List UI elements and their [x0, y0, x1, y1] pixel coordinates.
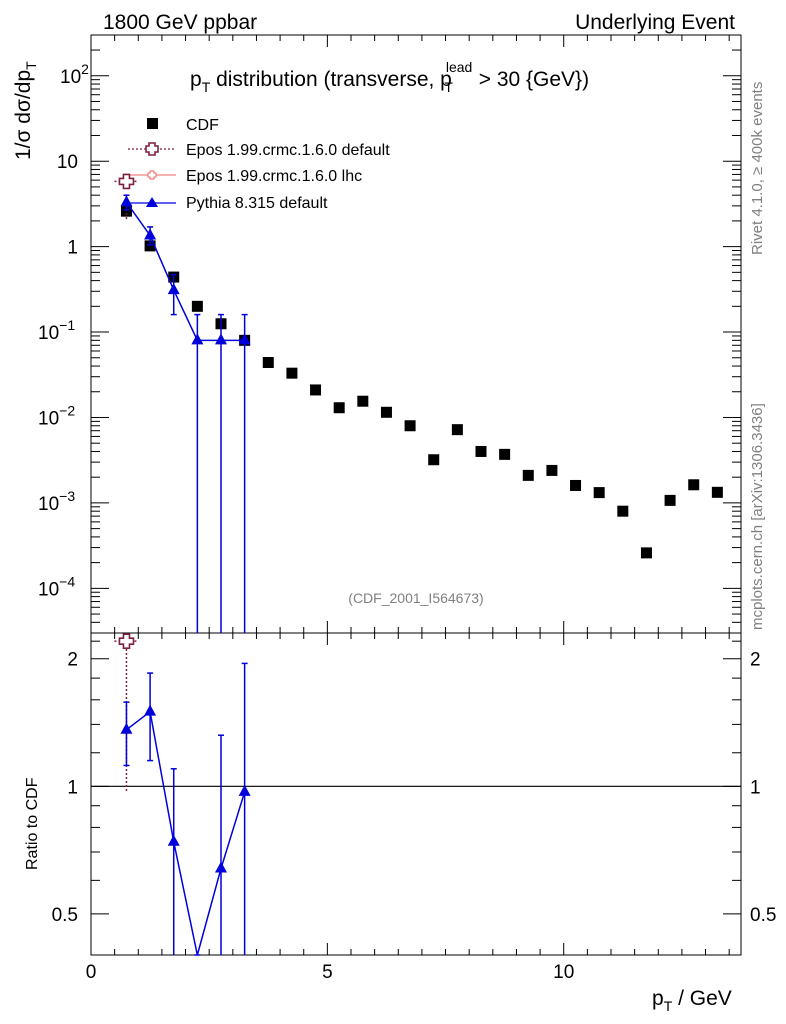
y-tick-label: 10−3 [38, 488, 75, 515]
epos-default-point [118, 173, 135, 190]
mcplots-label: mcplots.cern.ch [arXiv:1306.3436] [749, 403, 766, 630]
legend-epos-lhc-marker [147, 170, 157, 180]
ratio-y-axis-label: Ratio to CDF [24, 777, 41, 870]
pythia-point [167, 283, 180, 295]
x-tick-label: 5 [322, 962, 333, 983]
cdf-point [664, 494, 676, 506]
cdf-point [428, 454, 440, 466]
cdf-point [262, 357, 274, 369]
epos-default-ratio-point [118, 633, 135, 649]
pythia-point [144, 228, 157, 240]
pythia-point [120, 195, 133, 207]
legend-pythia-marker [146, 197, 158, 207]
header-right: Underlying Event [575, 11, 735, 34]
cdf-point [475, 445, 487, 457]
cdf-point [191, 300, 203, 312]
cdf-point [333, 402, 345, 414]
ratio-tick-label-right: 1 [750, 777, 761, 798]
cdf-point [120, 205, 132, 217]
pythia-point [238, 333, 251, 345]
x-axis-label: pT / GeV [652, 987, 732, 1014]
y-tick-label: 10 [57, 152, 78, 173]
legend-cdf-label: CDF [186, 117, 219, 134]
ratio-tick-label-left: 2 [67, 650, 78, 671]
cdf-point [522, 469, 534, 481]
cdf-point [310, 384, 322, 396]
legend-epos-default-marker [145, 142, 159, 156]
legend-epos-lhc-label: Epos 1.99.crmc.1.6.0 lhc [186, 168, 362, 185]
y-tick-label: 10−4 [38, 573, 75, 600]
cdf-point [546, 464, 558, 476]
pythia-point [191, 333, 204, 345]
ratio-tick-label-left: 1 [67, 777, 78, 798]
x-tick-label: 0 [86, 962, 97, 983]
ratio-tick-label-right: 2 [750, 650, 761, 671]
pythia-point [215, 333, 227, 345]
pythia-line [125, 201, 245, 342]
cdf-point [451, 424, 463, 436]
cdf-point [570, 479, 582, 491]
pythia-ratio-point [238, 784, 251, 796]
pythia-ratio-point [144, 704, 157, 716]
cdf-point [640, 547, 652, 559]
y-tick-label: 10−2 [38, 402, 75, 429]
plot-title: pT distribution (transverse, plead T > 30… [190, 59, 589, 95]
pythia-ratio-line [125, 710, 246, 956]
y-tick-label: 102 [60, 61, 89, 88]
y-axis-label: 1/σ dσ/dpT [12, 61, 39, 160]
ratio-tick-label-right: 0.5 [750, 905, 776, 926]
pythia-ratio-point [167, 834, 180, 846]
x-tick-label: 10 [553, 962, 574, 983]
ratio-frame [90, 632, 742, 956]
cdf-point [499, 448, 511, 460]
cdf-point [593, 487, 605, 499]
legend-pythia-label: Pythia 8.315 default [186, 195, 328, 212]
ratio-tick-label-left: 0.5 [52, 905, 78, 926]
legend: CDF Epos 1.99.crmc.1.6.0 default Epos 1.… [128, 117, 390, 212]
data-series [114, 173, 723, 956]
analysis-id: (CDF_2001_I564673) [348, 590, 483, 606]
y-tick-label: 10−1 [38, 317, 75, 344]
legend-epos-default-label: Epos 1.99.crmc.1.6.0 default [186, 142, 390, 159]
cdf-point [688, 479, 700, 491]
pythia-ratio-point [215, 861, 227, 873]
cdf-point [357, 395, 369, 407]
legend-cdf-marker [147, 118, 158, 129]
cdf-point [286, 367, 298, 379]
cdf-point [404, 420, 416, 432]
cdf-point [617, 505, 629, 517]
pythia-ratio-point [120, 722, 133, 734]
cdf-point [711, 486, 723, 498]
cdf-point [380, 406, 392, 418]
y-tick-label: 1 [67, 238, 78, 259]
cdf-point [144, 240, 156, 252]
axes: 0 5 10 102 10 1 10−1 10−2 10−3 10−4 2 2 1 1 0.5 0.5 [38, 34, 776, 983]
header-left: 1800 GeV ppbar [103, 11, 257, 34]
rivet-label: Rivet 4.1.0, ≥ 400k events [749, 82, 766, 255]
